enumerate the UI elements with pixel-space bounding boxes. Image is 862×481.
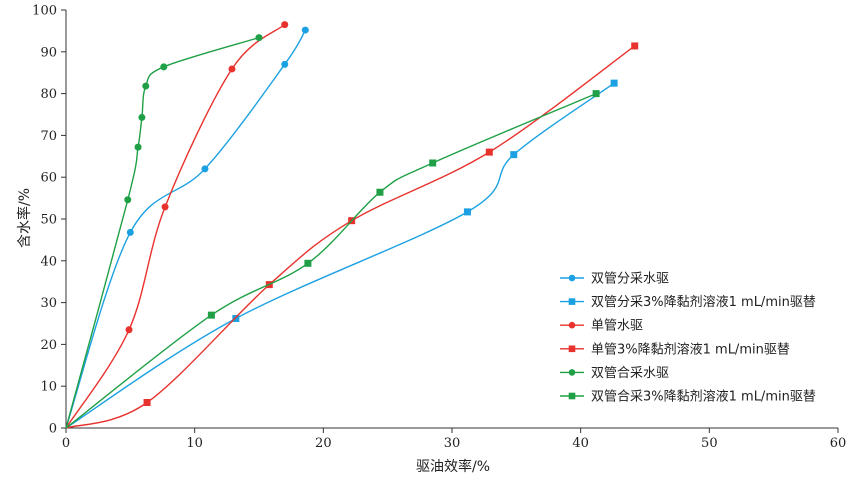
legend-swatch-marker <box>568 345 576 353</box>
series-line <box>65 36 260 429</box>
axes: 0 10 20 30 40 50 60 0 10 20 30 40 50 60 70 80 90 100 <box>32 4 846 452</box>
data-point <box>429 159 437 167</box>
legend-item: 双管合采3%降黏剂溶液1 mL/min驱替 <box>560 389 816 405</box>
data-point <box>161 203 169 211</box>
series-3 <box>65 21 289 429</box>
legend-swatch-marker <box>568 321 576 329</box>
legend-label: 双管合采水驱 <box>591 366 669 381</box>
series-5 <box>65 34 263 429</box>
series-1 <box>65 26 309 429</box>
data-point <box>510 151 518 159</box>
legend-item: 双管分采3%降黏剂溶液1 mL/min驱替 <box>560 294 816 310</box>
x-tick-label: 40 <box>572 436 589 451</box>
legend-swatch-marker <box>568 369 576 376</box>
data-point <box>610 79 618 87</box>
legend-label: 双管合采3%降黏剂溶液1 mL/min驱替 <box>591 389 816 405</box>
data-point <box>281 21 289 29</box>
legend-label: 单管水驱 <box>591 319 643 334</box>
data-point <box>138 113 146 121</box>
y-tick-label: 20 <box>40 338 57 353</box>
x-tick-label: 10 <box>186 436 203 451</box>
series-2 <box>65 79 618 429</box>
y-tick-label: 80 <box>40 87 57 102</box>
x-tick-label: 30 <box>444 436 461 451</box>
y-axis-title: 含水率/% <box>16 188 33 248</box>
x-tick-label: 60 <box>830 436 847 451</box>
y-tick-label: 40 <box>40 254 57 269</box>
series-line <box>65 82 615 429</box>
legend-item: 单管3%降黏剂溶液1 mL/min驱替 <box>560 341 790 357</box>
data-point <box>160 63 168 71</box>
x-tick-label: 0 <box>62 436 70 451</box>
y-tick-label: 50 <box>40 213 57 228</box>
y-tick-label: 60 <box>40 171 57 186</box>
data-point <box>201 165 209 173</box>
data-point <box>304 259 312 267</box>
y-tick-label: 30 <box>40 296 57 311</box>
legend-label: 双管分采水驱 <box>591 272 669 287</box>
data-point <box>134 143 142 151</box>
data-point <box>143 399 151 407</box>
series-layer <box>65 21 639 429</box>
data-point <box>126 228 134 236</box>
data-point <box>232 314 240 322</box>
y-tick-label: 0 <box>49 422 57 437</box>
data-point <box>207 311 215 319</box>
y-tick-label: 90 <box>40 45 57 60</box>
legend-label: 双管分采3%降黏剂溶液1 mL/min驱替 <box>591 294 816 310</box>
data-point <box>376 188 384 196</box>
data-point <box>124 196 132 204</box>
data-point <box>301 26 309 34</box>
data-point <box>463 208 471 216</box>
x-axis-title: 驱油效率/% <box>416 458 490 475</box>
data-point <box>281 60 289 68</box>
legend-swatch-marker <box>568 298 576 305</box>
series-line <box>65 24 286 429</box>
data-point <box>485 148 493 156</box>
data-point <box>142 82 150 90</box>
data-point <box>125 326 133 334</box>
data-point <box>592 90 600 98</box>
legend-swatch-marker <box>568 392 576 400</box>
legend-swatch-marker <box>568 274 576 282</box>
legend-item: 双管分采水驱 <box>560 272 669 287</box>
y-tick-label: 100 <box>32 4 57 19</box>
legend-item: 单管水驱 <box>560 319 643 334</box>
data-point <box>255 34 263 42</box>
y-tick-label: 70 <box>40 129 57 144</box>
data-point <box>228 65 236 73</box>
legend-item: 双管合采水驱 <box>560 366 669 381</box>
series-6 <box>65 90 600 429</box>
x-tick-label: 20 <box>315 436 332 451</box>
y-tick-label: 10 <box>40 380 57 395</box>
series-line <box>65 92 597 429</box>
x-tick-label: 50 <box>701 436 718 451</box>
legend-label: 单管3%降黏剂溶液1 mL/min驱替 <box>591 341 790 357</box>
data-point <box>631 42 639 50</box>
